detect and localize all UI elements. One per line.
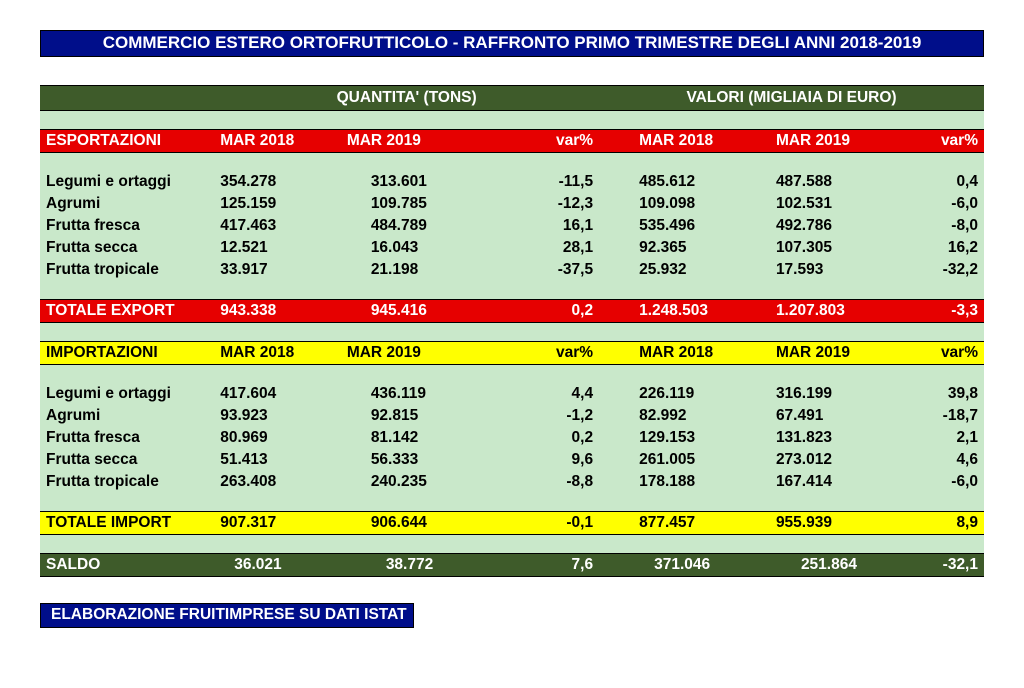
table-row: Agrumi93.92392.815-1,282.99267.491-18,7: [40, 405, 984, 427]
table-row: Frutta tropicale263.408240.235-8,8178.18…: [40, 471, 984, 493]
qty-header: QUANTITA' (TONS): [214, 86, 599, 111]
table-row: Frutta fresca417.463484.78916,1535.49649…: [40, 215, 984, 237]
table-row: Frutta secca51.41356.3339,6261.005273.01…: [40, 449, 984, 471]
export-title: ESPORTAZIONI: [40, 130, 214, 153]
import-total-row: TOTALE IMPORT 907.317 906.644 -0,1 877.4…: [40, 512, 984, 535]
saldo-row: SALDO 36.021 38.772 7,6 371.046 251.864 …: [40, 554, 984, 577]
export-header-row: ESPORTAZIONI MAR 2018 MAR 2019 var% MAR …: [40, 130, 984, 153]
table-row: Frutta fresca80.96981.1420,2129.153131.8…: [40, 427, 984, 449]
page-title: COMMERCIO ESTERO ORTOFRUTTICOLO - RAFFRO…: [40, 30, 984, 57]
table-row: Agrumi125.159109.785-12,3109.098102.531-…: [40, 193, 984, 215]
val-header: VALORI (MIGLIAIA DI EURO): [599, 86, 984, 111]
export-total-row: TOTALE EXPORT 943.338 945.416 0,2 1.248.…: [40, 300, 984, 323]
table-row: Legumi e ortaggi417.604436.1194,4226.119…: [40, 383, 984, 405]
data-table: QUANTITA' (TONS) VALORI (MIGLIAIA DI EUR…: [40, 85, 984, 577]
table-row: Frutta tropicale33.91721.198-37,525.9321…: [40, 259, 984, 281]
table-row: Frutta secca12.52116.04328,192.365107.30…: [40, 237, 984, 259]
footer-source: ELABORAZIONE FRUITIMPRESE SU DATI ISTAT: [40, 603, 414, 628]
group-header-row: QUANTITA' (TONS) VALORI (MIGLIAIA DI EUR…: [40, 86, 984, 111]
table-row: Legumi e ortaggi354.278313.601-11,5485.6…: [40, 171, 984, 193]
import-header-row: IMPORTAZIONI MAR 2018 MAR 2019 var% MAR …: [40, 342, 984, 365]
